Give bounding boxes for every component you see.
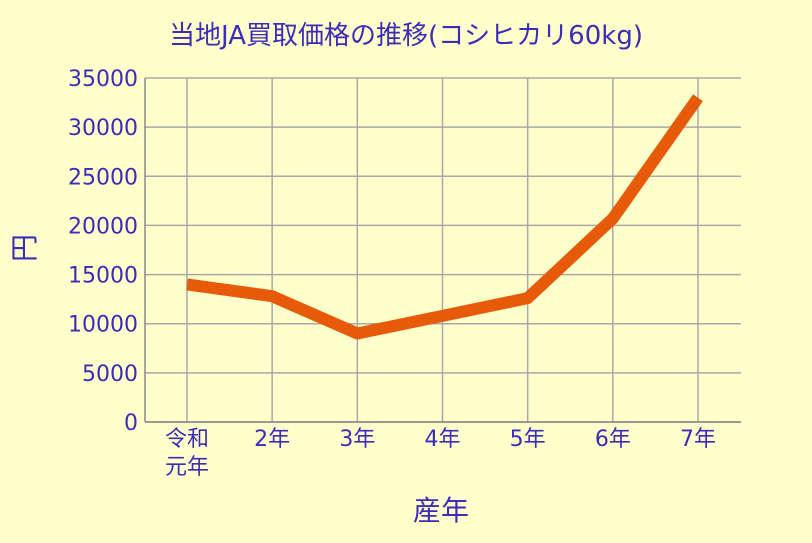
x-axis-title: 産年 — [413, 494, 469, 527]
y-axis-ticks: 0 5000 10000 15000 20000 25000 30000 35000 — [68, 67, 138, 436]
y-tick-label: 35000 — [68, 67, 138, 92]
x-tick-label: 5年 — [510, 427, 546, 452]
y-tick-label: 10000 — [68, 313, 138, 338]
x-tick-label: 4年 — [425, 427, 461, 452]
y-tick-label: 30000 — [68, 116, 138, 141]
chart-title: 当地JA買取価格の推移(コシヒカリ60kg) — [169, 21, 643, 51]
x-tick-label: 6年 — [595, 427, 631, 452]
x-axis-ticks: 令和元年 2年 3年 4年 5年 6年 7年 — [165, 427, 716, 480]
y-tick-label: 0 — [124, 411, 138, 436]
y-axis-title: 円 — [8, 234, 41, 262]
y-tick-label: 5000 — [82, 362, 138, 387]
x-tick-label: 2年 — [254, 427, 290, 452]
y-tick-label: 15000 — [68, 264, 138, 289]
x-tick-label: 3年 — [339, 427, 375, 452]
grid — [144, 77, 741, 423]
y-tick-label: 25000 — [68, 165, 138, 190]
x-tick-label: 令和元年 — [165, 427, 209, 480]
x-tick-label: 7年 — [680, 427, 716, 452]
y-tick-label: 20000 — [68, 214, 138, 239]
series-group — [186, 94, 703, 340]
